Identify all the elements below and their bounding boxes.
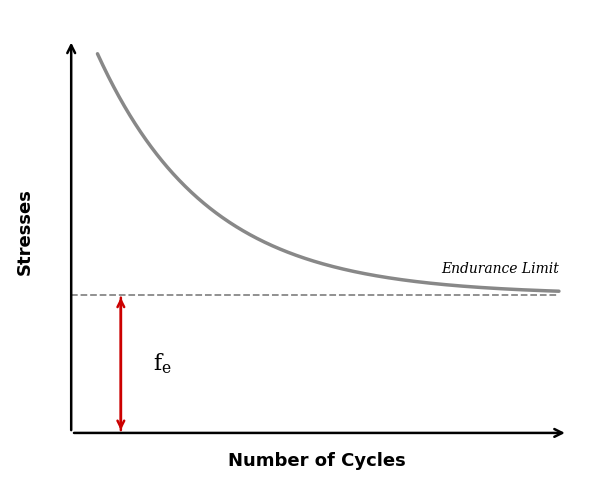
Text: Stresses: Stresses <box>16 188 33 275</box>
Text: Number of Cycles: Number of Cycles <box>228 453 405 470</box>
Text: Endurance Limit: Endurance Limit <box>441 262 560 276</box>
Text: $\mathregular{f}_{\mathregular{e}}$: $\mathregular{f}_{\mathregular{e}}$ <box>153 351 172 376</box>
